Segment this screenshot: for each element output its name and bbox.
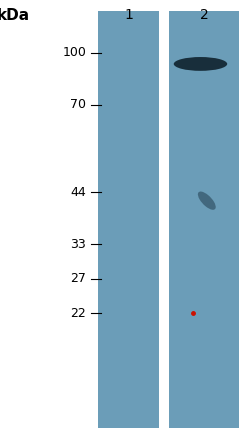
Text: 1: 1 — [124, 8, 133, 22]
Text: 100: 100 — [62, 46, 86, 59]
Ellipse shape — [174, 57, 227, 71]
Text: 2: 2 — [200, 8, 208, 22]
Bar — [169, 11, 239, 428]
Text: 27: 27 — [70, 272, 86, 285]
Text: 33: 33 — [70, 238, 86, 251]
Text: 44: 44 — [70, 186, 86, 199]
Text: kDa: kDa — [0, 8, 30, 22]
Text: 70: 70 — [70, 98, 86, 111]
Bar — [98, 11, 159, 428]
Text: 22: 22 — [70, 307, 86, 320]
Ellipse shape — [198, 191, 216, 210]
